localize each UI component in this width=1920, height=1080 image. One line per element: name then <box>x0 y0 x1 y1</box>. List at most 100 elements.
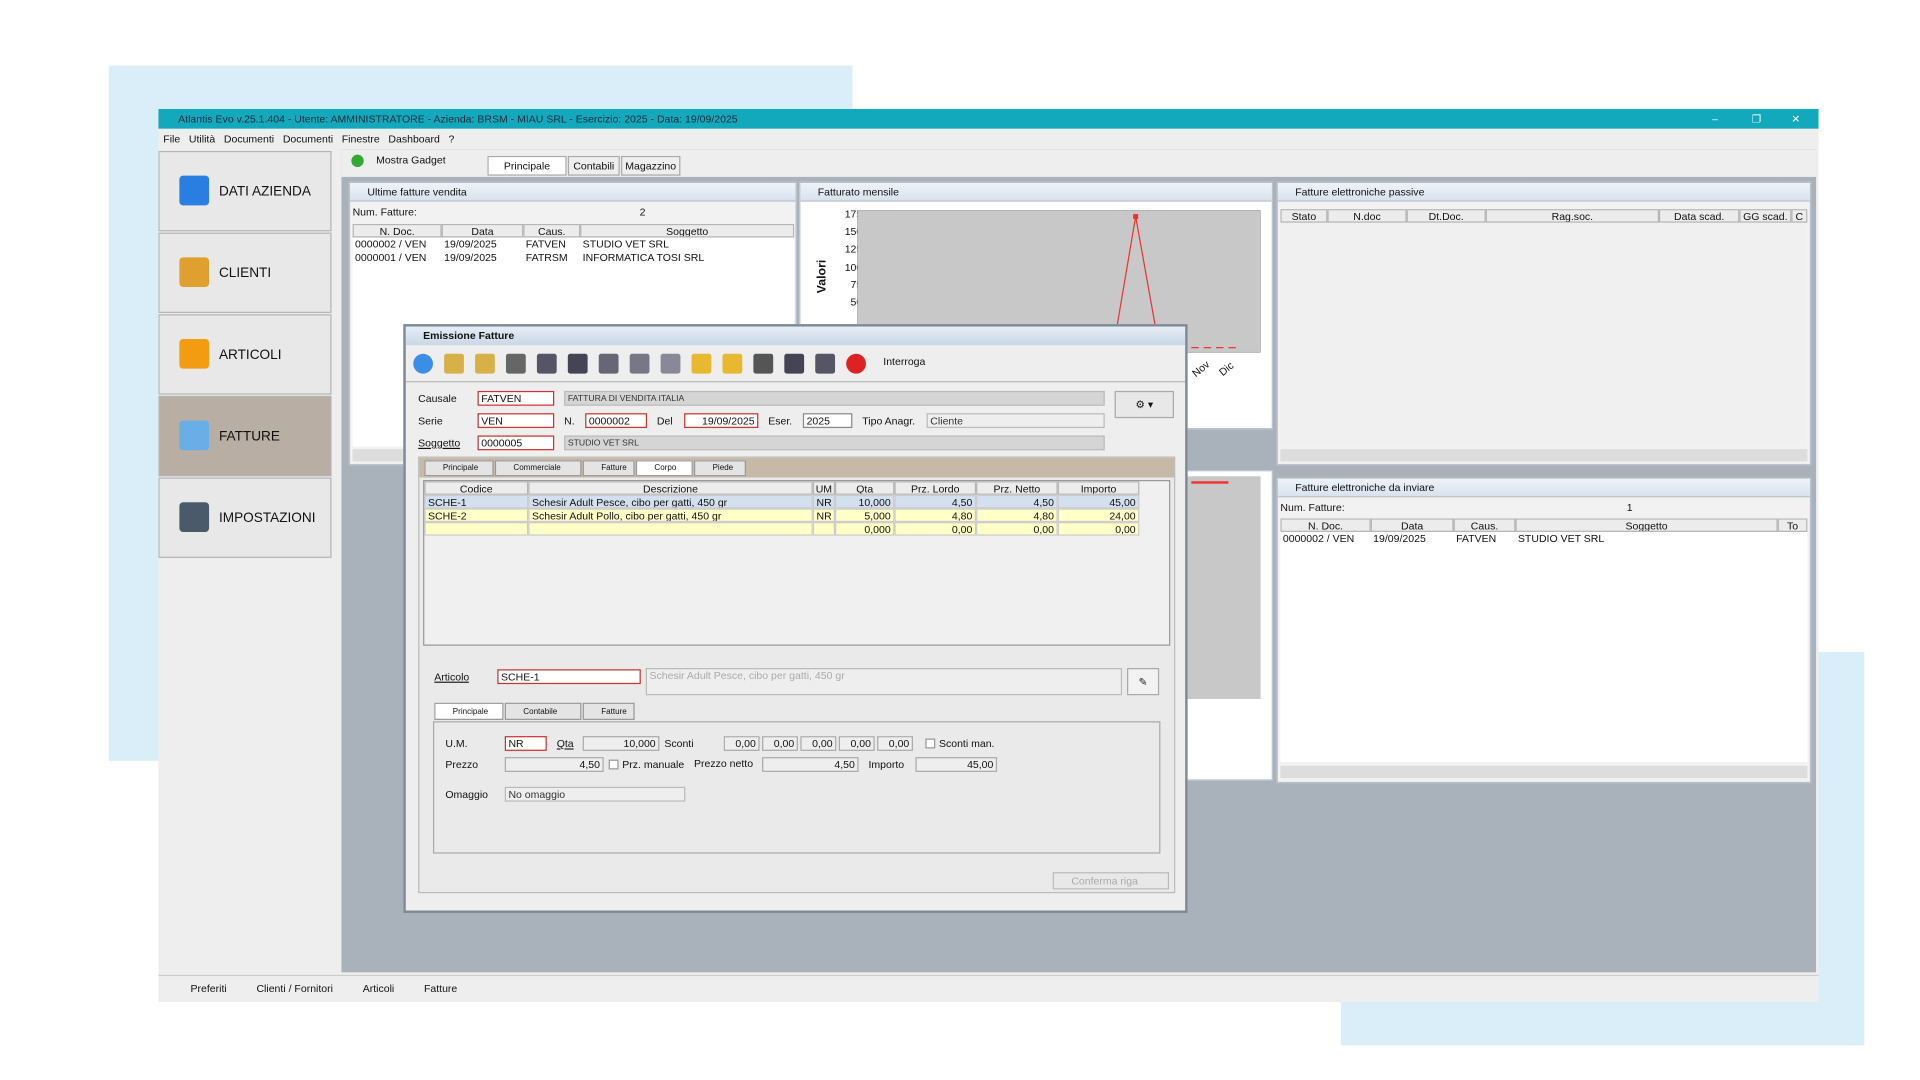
discount-input[interactable]: 0,00 <box>877 736 913 751</box>
toolbar-button[interactable] <box>598 353 619 374</box>
count: 2 <box>639 205 646 218</box>
tab[interactable]: Principale <box>487 155 567 176</box>
input[interactable]: 19/09/2025 <box>684 413 759 429</box>
menu-item[interactable]: Finestre <box>341 132 380 145</box>
input[interactable]: SCHE-1 <box>497 669 641 685</box>
toolbar-button[interactable] <box>784 353 805 374</box>
toolbar-button[interactable] <box>475 353 495 374</box>
toolbar-button[interactable] <box>444 353 464 374</box>
menu-item[interactable]: File <box>163 132 181 145</box>
settings-button[interactable]: ⚙ ▾ <box>1114 390 1175 419</box>
menu-item[interactable]: Documenti <box>223 132 275 145</box>
tab[interactable]: Magazzino <box>621 155 681 176</box>
tab[interactable]: Contabili <box>567 155 620 176</box>
checkbox[interactable] <box>925 738 936 749</box>
series-line <box>1191 481 1229 484</box>
toolbar-button[interactable] <box>413 353 433 374</box>
column-header: GG scad. <box>1739 209 1792 223</box>
input[interactable]: VEN <box>477 413 555 429</box>
status-item[interactable]: Articoli <box>362 982 395 995</box>
input[interactable]: 4,50 <box>504 757 604 772</box>
tab[interactable]: Piede <box>694 460 746 477</box>
dropdown[interactable]: No omaggio <box>504 786 686 802</box>
scrollbar[interactable] <box>1280 765 1808 779</box>
label: Omaggio <box>445 788 489 801</box>
dropdown[interactable]: Cliente <box>926 413 1105 429</box>
tab[interactable]: Contabile <box>504 702 582 720</box>
tab[interactable]: Commerciale <box>494 460 582 477</box>
menu-item[interactable]: Utilità <box>188 132 216 145</box>
minimize[interactable]: – <box>1712 112 1719 125</box>
menu-item[interactable]: Dashboard <box>388 132 440 145</box>
tab[interactable]: Fatture <box>582 702 635 720</box>
cell: 10,000 <box>835 494 895 509</box>
panel-title: Fatturato mensile <box>800 183 1272 202</box>
input: 45,00 <box>915 757 998 772</box>
sidebar-button[interactable]: IMPOSTAZIONI <box>158 477 332 558</box>
toolbar-button[interactable] <box>815 353 836 374</box>
cell: 0000001 / VEN <box>355 250 427 263</box>
cell: 45,00 <box>1057 494 1140 509</box>
toolbar-button[interactable] <box>722 353 743 374</box>
status-bar: Preferiti Clienti / Fornitori Articoli Fatt… <box>158 974 1819 1000</box>
sidebar-icon <box>179 257 210 288</box>
dialog-toolbar <box>413 351 908 376</box>
sidebar-button[interactable]: FATTURE <box>158 395 332 477</box>
input[interactable]: FATVEN <box>477 390 555 406</box>
toolbar-button[interactable] <box>505 353 526 374</box>
tab[interactable]: Fatture <box>582 460 635 477</box>
column-header: Descrizione <box>528 481 813 495</box>
tab[interactable]: Principale <box>434 702 504 720</box>
column-header: Data scad. <box>1658 209 1740 223</box>
label: Causale <box>418 392 457 405</box>
input[interactable]: 10,000 <box>582 736 660 751</box>
toolbar-button[interactable] <box>629 353 650 374</box>
input[interactable]: NR <box>504 736 547 751</box>
label: Articolo <box>434 670 470 683</box>
add-icon[interactable] <box>351 154 364 168</box>
status-item[interactable]: Preferiti <box>190 982 227 995</box>
confirm-button[interactable]: Conferma riga <box>1052 872 1170 890</box>
label: Tipo Anagr. <box>862 414 916 427</box>
toolbar-button[interactable] <box>691 353 712 374</box>
toolbar-button[interactable] <box>753 353 774 374</box>
sidebar-button[interactable]: CLIENTI <box>158 232 332 313</box>
cell <box>812 522 836 536</box>
discount-input[interactable]: 0,00 <box>723 736 760 751</box>
close[interactable]: ✕ <box>1791 112 1801 125</box>
discount-input[interactable]: 0,00 <box>762 736 798 751</box>
cell: 24,00 <box>1057 508 1140 523</box>
restore[interactable]: ❐ <box>1751 112 1762 125</box>
sidebar-button[interactable]: ARTICOLI <box>158 314 332 395</box>
gadget-toggle[interactable]: Mostra Gadget <box>376 153 446 166</box>
menu-item[interactable]: Documenti <box>282 132 334 145</box>
toolbar-button[interactable] <box>536 353 557 374</box>
checkbox[interactable] <box>608 759 619 770</box>
discount-input[interactable]: 0,00 <box>800 736 837 751</box>
cell: 0,000 <box>835 522 895 536</box>
edit-button[interactable]: ✎ <box>1126 668 1160 696</box>
input[interactable]: 0000002 <box>585 413 648 429</box>
tab[interactable]: Corpo <box>635 460 693 477</box>
input[interactable]: 0000005 <box>477 435 555 451</box>
cell: 4,80 <box>894 508 977 523</box>
menu-item[interactable]: ? <box>448 132 455 145</box>
column-header: N. Doc. <box>352 223 442 238</box>
discount-input[interactable]: 0,00 <box>838 736 875 751</box>
cell: 0000002 / VEN <box>1282 531 1355 545</box>
tab[interactable]: Principale <box>424 460 494 477</box>
status-item[interactable]: Fatture <box>423 982 458 995</box>
label: Prezzo netto <box>694 757 754 770</box>
toolbar-button[interactable] <box>846 353 866 374</box>
toolbar-button[interactable] <box>567 353 588 374</box>
y-tick-label: 50 <box>850 295 863 309</box>
label: Soggetto <box>418 436 461 450</box>
table: N. Doc. Data Caus. Soggetto To 0000002 / VEN 1… <box>1280 518 1808 763</box>
cell: 0000002 / VEN <box>355 237 427 250</box>
scrollbar[interactable] <box>1280 449 1808 462</box>
toolbar-button[interactable] <box>660 353 681 374</box>
status-item[interactable]: Clienti / Fornitori <box>256 982 334 995</box>
input[interactable]: 2025 <box>802 413 853 429</box>
sidebar-button[interactable]: DATI AZIENDA <box>158 150 332 232</box>
